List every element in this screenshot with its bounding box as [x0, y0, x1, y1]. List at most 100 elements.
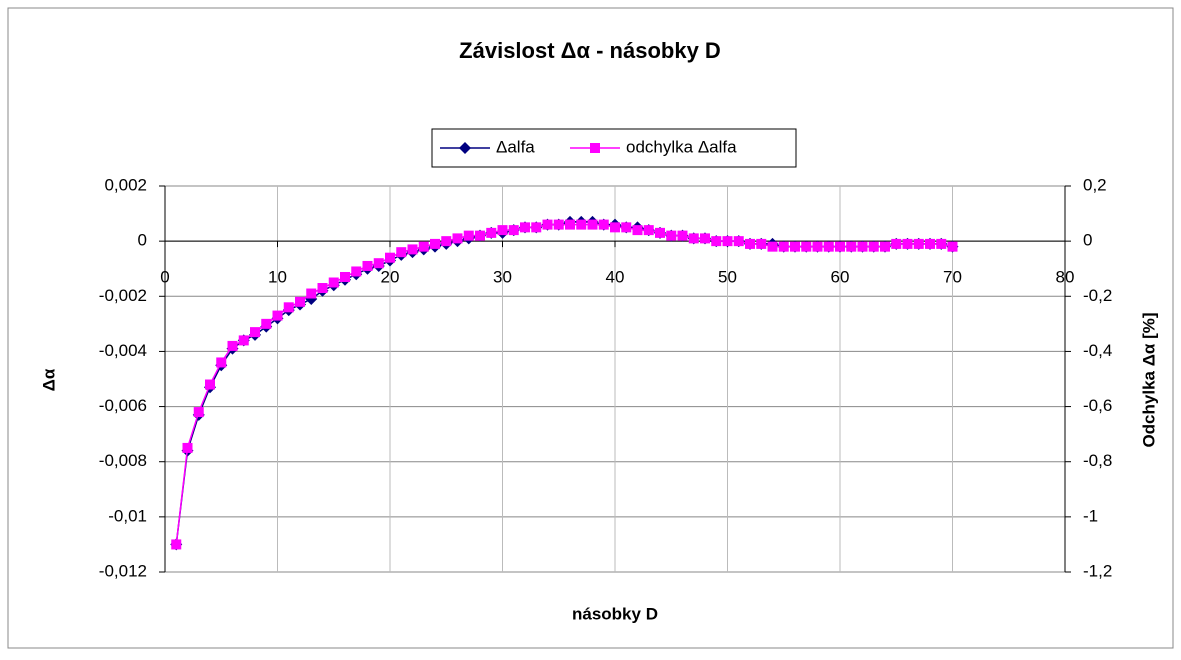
y2-tick-label: -0,8	[1083, 451, 1112, 470]
y-tick-label: -0,002	[99, 286, 147, 305]
marker	[936, 238, 947, 249]
legend-marker	[590, 143, 600, 153]
marker	[306, 288, 317, 299]
y2-tick-label: 0,2	[1083, 175, 1107, 194]
marker	[700, 233, 710, 244]
marker	[913, 238, 924, 249]
marker	[486, 227, 497, 238]
marker	[891, 238, 902, 249]
marker	[272, 310, 283, 321]
marker	[497, 225, 508, 236]
marker	[407, 244, 418, 255]
chart-title: Závislost Δα - násobky D	[459, 38, 721, 63]
marker	[362, 260, 373, 271]
marker	[520, 222, 530, 233]
marker	[666, 230, 677, 241]
marker	[385, 252, 395, 263]
marker	[182, 442, 193, 453]
marker	[711, 236, 722, 247]
marker	[261, 318, 272, 329]
y-tick-label: -0,004	[99, 341, 147, 360]
marker	[846, 241, 857, 252]
x-tick-label: 10	[268, 268, 287, 287]
marker	[317, 283, 328, 294]
legend-label: Δalfa	[496, 137, 535, 156]
legend-marker	[459, 142, 471, 154]
marker	[418, 241, 429, 252]
marker	[508, 225, 519, 236]
marker	[531, 222, 542, 233]
marker	[621, 222, 632, 233]
marker	[283, 302, 294, 313]
marker	[587, 219, 598, 230]
marker	[576, 219, 587, 230]
marker	[688, 233, 699, 244]
y2-tick-label: -0,2	[1083, 286, 1112, 305]
y-tick-label: 0	[138, 231, 147, 250]
marker	[632, 225, 643, 236]
marker	[902, 238, 913, 249]
marker	[542, 219, 553, 230]
marker	[216, 357, 227, 368]
y-tick-label: -0,006	[99, 396, 147, 415]
marker	[328, 277, 339, 288]
y2-axis-label: Odchylka Δα [%]	[1139, 312, 1158, 447]
y-axis-label: Δα	[39, 368, 58, 391]
marker	[452, 233, 463, 244]
x-tick-label: 40	[606, 268, 625, 287]
legend-label: odchylka Δalfa	[626, 137, 737, 156]
marker	[655, 227, 665, 238]
marker	[880, 241, 890, 252]
marker	[790, 241, 800, 252]
y2-tick-label: 0	[1083, 231, 1092, 250]
x-tick-label: 30	[493, 268, 512, 287]
marker	[441, 236, 452, 247]
x-tick-label: 50	[718, 268, 737, 287]
marker	[767, 241, 778, 252]
x-tick-label: 20	[381, 268, 400, 287]
marker	[745, 238, 755, 249]
marker	[373, 258, 384, 269]
marker	[193, 407, 204, 418]
chart-frame	[7, 7, 1174, 649]
y-tick-label: -0,012	[99, 561, 147, 580]
marker	[756, 238, 767, 249]
marker	[643, 225, 654, 236]
marker	[238, 335, 249, 346]
marker	[396, 247, 407, 258]
y2-tick-label: -0,4	[1083, 341, 1112, 360]
marker	[553, 219, 564, 230]
x-axis-label: násobky D	[572, 604, 658, 623]
marker	[801, 241, 812, 252]
y-tick-label: -0,008	[99, 451, 147, 470]
marker	[610, 222, 620, 233]
y2-tick-label: -1	[1083, 506, 1098, 525]
marker	[205, 379, 215, 390]
marker	[925, 238, 935, 249]
marker	[565, 219, 575, 230]
marker	[295, 296, 305, 307]
marker	[868, 241, 879, 252]
marker	[677, 230, 688, 241]
y-tick-label: 0,002	[104, 175, 147, 194]
marker	[250, 327, 260, 338]
marker	[812, 241, 823, 252]
marker	[947, 241, 958, 252]
marker	[171, 539, 182, 550]
marker	[598, 219, 609, 230]
marker	[351, 266, 362, 277]
marker	[835, 241, 845, 252]
y-tick-label: -0,01	[108, 506, 147, 525]
marker	[733, 236, 744, 247]
marker	[227, 340, 238, 351]
y2-tick-label: -1,2	[1083, 561, 1112, 580]
x-tick-label: 70	[943, 268, 962, 287]
marker	[340, 271, 350, 282]
marker	[823, 241, 834, 252]
marker	[857, 241, 868, 252]
series-line	[175, 223, 953, 545]
x-tick-label: 60	[831, 268, 850, 287]
marker	[430, 238, 440, 249]
marker	[463, 230, 474, 241]
